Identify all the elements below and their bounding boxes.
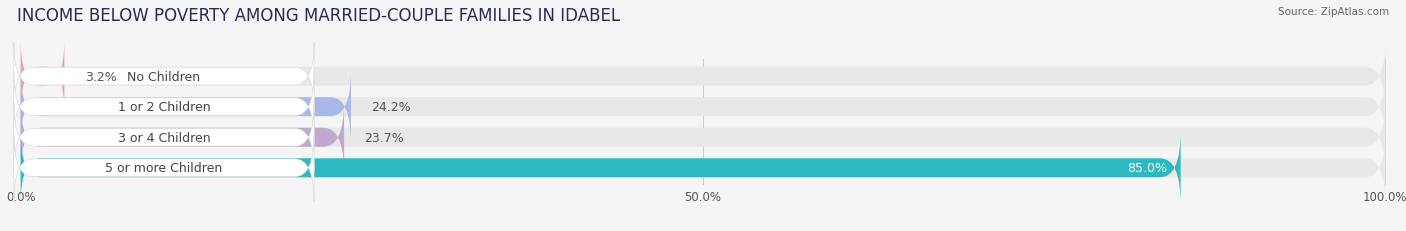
FancyBboxPatch shape xyxy=(21,71,1385,143)
FancyBboxPatch shape xyxy=(21,132,1181,204)
Text: 3.2%: 3.2% xyxy=(84,70,117,83)
FancyBboxPatch shape xyxy=(14,134,314,202)
FancyBboxPatch shape xyxy=(21,101,344,174)
Text: No Children: No Children xyxy=(128,70,201,83)
FancyBboxPatch shape xyxy=(14,73,314,141)
FancyBboxPatch shape xyxy=(21,132,1385,204)
FancyBboxPatch shape xyxy=(14,43,314,111)
FancyBboxPatch shape xyxy=(21,71,351,143)
Text: 5 or more Children: 5 or more Children xyxy=(105,162,222,175)
Text: 85.0%: 85.0% xyxy=(1128,162,1167,175)
FancyBboxPatch shape xyxy=(21,41,1385,113)
Text: 23.7%: 23.7% xyxy=(364,131,405,144)
Text: INCOME BELOW POVERTY AMONG MARRIED-COUPLE FAMILIES IN IDABEL: INCOME BELOW POVERTY AMONG MARRIED-COUPL… xyxy=(17,7,620,25)
Text: Source: ZipAtlas.com: Source: ZipAtlas.com xyxy=(1278,7,1389,17)
Text: 24.2%: 24.2% xyxy=(371,101,411,114)
Text: 3 or 4 Children: 3 or 4 Children xyxy=(118,131,211,144)
FancyBboxPatch shape xyxy=(14,104,314,171)
FancyBboxPatch shape xyxy=(21,41,65,113)
Text: 1 or 2 Children: 1 or 2 Children xyxy=(118,101,211,114)
FancyBboxPatch shape xyxy=(21,101,1385,174)
